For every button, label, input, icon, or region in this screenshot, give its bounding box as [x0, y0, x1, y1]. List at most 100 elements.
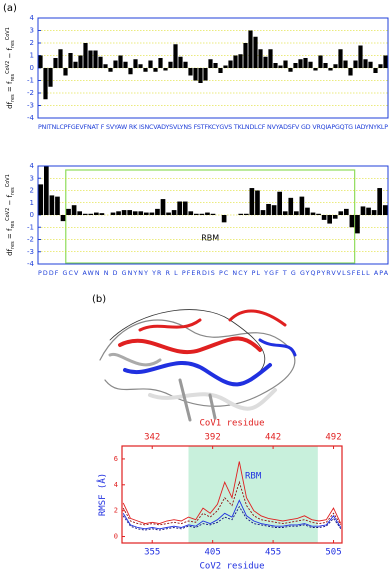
bar [323, 63, 328, 68]
y-axis-label-part: res [10, 220, 16, 228]
series-line [122, 461, 342, 525]
bar [182, 201, 188, 215]
x2-tick-label: 342 [144, 433, 160, 443]
x-axis-label: CoV2 residue [199, 562, 264, 572]
bar [218, 68, 223, 73]
bar [343, 60, 348, 68]
y-axis-label-part: = f [6, 81, 14, 94]
bar [88, 213, 94, 215]
bar [238, 54, 243, 68]
bar [228, 60, 233, 68]
y-tick-label: 2 [30, 187, 34, 195]
y-tick-label: -3 [27, 248, 34, 256]
y-axis-label-part: − f [6, 194, 14, 207]
bar [94, 212, 99, 215]
bar [60, 215, 66, 222]
bar [178, 56, 183, 68]
y-tick-label: 4 [114, 481, 118, 489]
y-axis-label-part: res [10, 187, 16, 195]
bar [327, 215, 332, 224]
y-axis-label-part: CoV2 [5, 208, 11, 221]
bar [355, 215, 360, 234]
x2-tick-label: 392 [205, 433, 221, 443]
y-axis-label: RMSF (Å) [96, 473, 108, 516]
y-tick-label: 3 [30, 27, 34, 35]
bar [78, 55, 83, 68]
bar [188, 68, 193, 76]
bar [38, 55, 43, 68]
bar [132, 211, 138, 215]
bar [158, 58, 163, 68]
bar [363, 59, 368, 68]
bar [93, 50, 98, 68]
bar [168, 61, 173, 68]
plot-frame [37, 17, 389, 119]
y-axis-label-part: df [6, 101, 14, 108]
bar [288, 197, 294, 215]
panel-label: (a) [3, 3, 17, 14]
y-axis-label-part: res [10, 241, 16, 249]
y-tick-label: 0 [114, 533, 118, 541]
bar [278, 65, 283, 68]
bar [71, 205, 77, 215]
bar [113, 60, 118, 68]
bar [253, 36, 258, 68]
x2-tick-label: 492 [325, 433, 341, 443]
y-axis-label-part: CoV2 [5, 61, 11, 74]
bar [282, 211, 288, 215]
bar [353, 60, 358, 68]
bar [83, 43, 88, 68]
bar [103, 64, 108, 68]
region [65, 169, 356, 264]
region-label: RBM [201, 234, 219, 243]
panel-label: (b) [92, 294, 106, 305]
x2-axis-label: CoV1 residue [199, 419, 264, 429]
bar [108, 68, 113, 72]
x-tick-label: 455 [265, 548, 281, 558]
y-tick-label: 2 [30, 39, 34, 47]
bar [277, 191, 282, 215]
bar [248, 30, 253, 68]
bar [99, 213, 105, 215]
bar [153, 68, 158, 72]
bar [208, 59, 213, 68]
bar [163, 68, 168, 71]
bar [382, 205, 388, 215]
y-axis-label-part: − f [6, 47, 14, 60]
bar [258, 49, 263, 68]
series-line [122, 480, 342, 526]
protein-structure [99, 309, 297, 422]
bar [171, 210, 177, 215]
bar [260, 210, 266, 215]
bar [194, 213, 199, 215]
bar [155, 208, 160, 215]
x-tick-labels: PDDF GCV AWN N D GNYNY YR R L PFERDIS PC… [38, 270, 389, 277]
y-tick-label: -3 [27, 102, 34, 110]
bar [77, 211, 82, 215]
bar [198, 68, 203, 83]
bar [338, 211, 344, 215]
y-tick-label: 1 [30, 52, 34, 60]
bar [298, 59, 303, 68]
bar [149, 212, 155, 215]
bar [73, 61, 78, 68]
bar [310, 212, 316, 215]
series-line [122, 499, 342, 530]
bar [68, 53, 73, 68]
bar [349, 215, 355, 228]
bar [373, 68, 378, 73]
bar [243, 43, 248, 68]
bar [305, 207, 310, 215]
x-tick-label: 505 [325, 548, 341, 558]
bar [328, 68, 333, 71]
bar [183, 61, 188, 68]
y-tick-label: 6 [114, 455, 118, 463]
bar [321, 215, 327, 220]
bar [288, 68, 293, 72]
y-tick-label: 4 [30, 162, 35, 170]
region [188, 446, 318, 543]
y-axis-label-part: df [6, 248, 14, 255]
bar [66, 208, 71, 215]
bar [273, 63, 278, 68]
plot-frame [37, 165, 389, 265]
